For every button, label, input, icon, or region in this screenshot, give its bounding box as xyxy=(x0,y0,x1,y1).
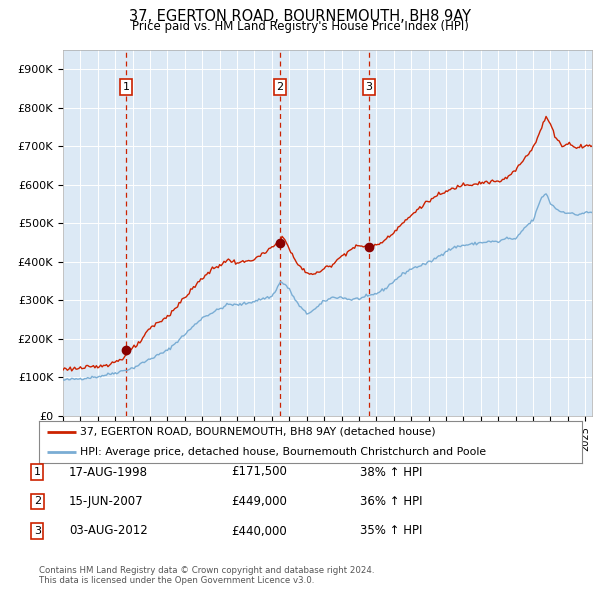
Text: 2: 2 xyxy=(34,497,41,506)
Text: 37, EGERTON ROAD, BOURNEMOUTH, BH8 9AY (detached house): 37, EGERTON ROAD, BOURNEMOUTH, BH8 9AY (… xyxy=(80,427,436,437)
Text: £171,500: £171,500 xyxy=(231,466,287,478)
Text: HPI: Average price, detached house, Bournemouth Christchurch and Poole: HPI: Average price, detached house, Bour… xyxy=(80,447,486,457)
Text: 38% ↑ HPI: 38% ↑ HPI xyxy=(360,466,422,478)
Text: 3: 3 xyxy=(34,526,41,536)
Text: 35% ↑ HPI: 35% ↑ HPI xyxy=(360,525,422,537)
Text: Price paid vs. HM Land Registry's House Price Index (HPI): Price paid vs. HM Land Registry's House … xyxy=(131,20,469,33)
Text: 2: 2 xyxy=(277,82,283,91)
Text: 1: 1 xyxy=(34,467,41,477)
Text: 3: 3 xyxy=(365,82,373,91)
Text: 1: 1 xyxy=(122,82,130,91)
Text: 17-AUG-1998: 17-AUG-1998 xyxy=(69,466,148,478)
Text: 37, EGERTON ROAD, BOURNEMOUTH, BH8 9AY: 37, EGERTON ROAD, BOURNEMOUTH, BH8 9AY xyxy=(129,9,471,24)
Text: £440,000: £440,000 xyxy=(231,525,287,537)
Text: 15-JUN-2007: 15-JUN-2007 xyxy=(69,495,143,508)
Text: 36% ↑ HPI: 36% ↑ HPI xyxy=(360,495,422,508)
Text: £449,000: £449,000 xyxy=(231,495,287,508)
Text: 03-AUG-2012: 03-AUG-2012 xyxy=(69,525,148,537)
Text: Contains HM Land Registry data © Crown copyright and database right 2024.
This d: Contains HM Land Registry data © Crown c… xyxy=(39,566,374,585)
